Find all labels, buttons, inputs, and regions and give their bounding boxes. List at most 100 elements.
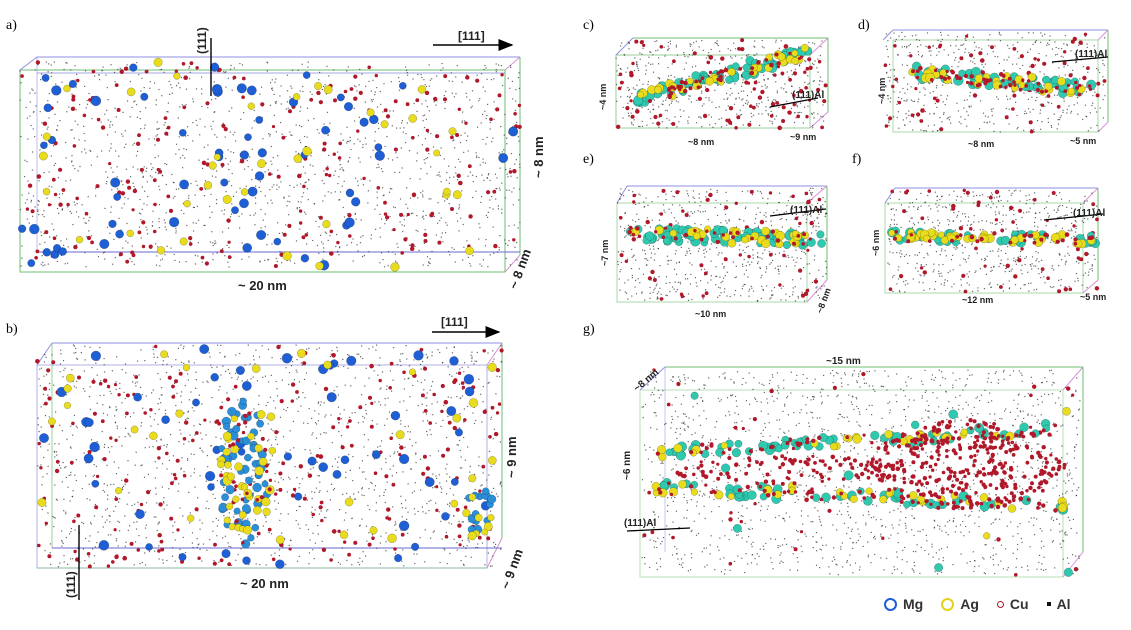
al-atom: [790, 107, 792, 110]
al-atom: [998, 62, 1000, 65]
al-atom: [231, 203, 233, 205]
al-atom: [73, 385, 75, 387]
al-atom: [94, 546, 96, 548]
ag-atom: [296, 348, 307, 358]
al-atom: [416, 553, 418, 555]
al-atom: [245, 426, 247, 428]
al-atom: [308, 407, 310, 410]
al-atom: [166, 111, 168, 113]
cu-atom: [749, 104, 753, 108]
al-atom: [62, 376, 64, 378]
al-atom: [688, 116, 690, 118]
al-atom: [154, 413, 156, 415]
panel-c-plane-label: (111)Al: [792, 90, 824, 101]
al-atom: [798, 46, 800, 48]
al-atom: [817, 71, 819, 73]
ag-atom: [182, 363, 191, 372]
al-atom: [365, 478, 367, 480]
al-atom: [308, 179, 310, 181]
ag-atom: [256, 410, 266, 419]
al-atom: [352, 480, 354, 482]
al-atom: [402, 549, 404, 551]
al-atom: [746, 95, 749, 97]
al-atom: [278, 461, 280, 463]
al-atom: [249, 214, 251, 216]
al-atom: [447, 396, 449, 398]
al-atom: [121, 180, 123, 182]
al-atom: [224, 535, 226, 537]
al-atom: [947, 54, 949, 56]
al-atom: [124, 545, 126, 547]
al-atom: [1092, 102, 1094, 104]
al-atom: [277, 502, 279, 504]
al-atom: [56, 208, 59, 210]
al-atom: [422, 196, 424, 198]
al-atom: [681, 78, 683, 80]
al-atom: [229, 216, 232, 218]
cu-atom: [716, 71, 720, 75]
al-atom: [394, 451, 396, 453]
al-atom: [266, 61, 268, 63]
cu-atom: [909, 54, 913, 58]
mg-atom: [273, 237, 282, 246]
ag-atom: [1056, 76, 1066, 86]
al-atom: [489, 121, 491, 124]
al-atom: [315, 437, 318, 439]
al-atom: [31, 169, 33, 171]
al-atom: [771, 100, 773, 102]
al-atom: [986, 53, 989, 55]
al-atom: [362, 184, 365, 186]
al-atom: [109, 515, 111, 517]
al-atom: [354, 212, 356, 215]
ag-atom: [114, 486, 123, 495]
al-atom: [510, 175, 512, 177]
al-atom: [414, 562, 416, 565]
cu-atom: [117, 393, 121, 397]
al-atom: [74, 204, 76, 206]
al-atom: [898, 35, 900, 37]
ag-atom: [315, 261, 324, 271]
al-atom: [315, 220, 317, 222]
cu-atom: [508, 170, 513, 174]
al-atom: [389, 455, 391, 457]
al-atom: [964, 118, 966, 120]
cu-atom: [369, 424, 374, 429]
al-atom: [730, 49, 732, 51]
al-atom: [153, 138, 155, 140]
al-atom: [318, 132, 320, 134]
al-atom: [377, 446, 379, 448]
al-atom: [446, 473, 448, 475]
al-atom: [399, 221, 401, 223]
al-atom: [328, 75, 330, 77]
al-atom: [368, 488, 370, 490]
al-atom: [182, 154, 184, 156]
al-atom: [946, 95, 949, 97]
al-atom: [978, 47, 980, 49]
al-atom: [422, 190, 424, 192]
al-atom: [661, 121, 664, 123]
al-atom: [461, 395, 464, 397]
al-atom: [44, 354, 46, 356]
al-atom: [467, 366, 469, 368]
al-atom: [765, 110, 767, 112]
ag-atom: [175, 409, 184, 418]
ag-atom: [654, 85, 662, 94]
al-atom: [144, 124, 146, 126]
al-atom: [132, 144, 134, 146]
al-atom: [337, 466, 339, 468]
cu-atom: [347, 552, 351, 557]
al-atom: [407, 207, 409, 209]
al-atom: [435, 104, 437, 106]
al-atom: [289, 201, 291, 203]
al-atom: [457, 444, 459, 446]
al-atom: [966, 111, 968, 113]
al-atom: [764, 84, 766, 86]
cu-atom: [82, 113, 87, 118]
al-atom: [320, 234, 322, 236]
al-atom: [758, 103, 760, 105]
cu-atom: [72, 144, 77, 148]
al-atom: [223, 71, 225, 73]
al-atom: [133, 564, 135, 566]
cu-atom: [367, 542, 372, 547]
al-atom: [354, 377, 356, 379]
